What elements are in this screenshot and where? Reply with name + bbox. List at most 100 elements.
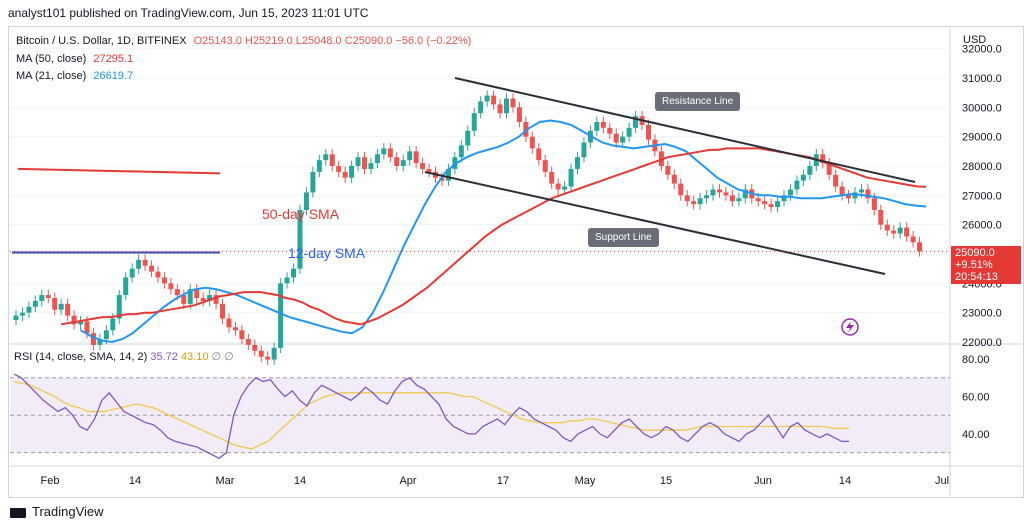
time-tick-label: Jul <box>935 475 949 487</box>
candle-body <box>245 339 251 345</box>
sma50-chart-label: 50-day SMA <box>262 206 340 222</box>
candle-body <box>478 101 484 114</box>
time-tick-label: May <box>575 475 596 487</box>
rsi-hidden-icons[interactable]: ∅ ∅ <box>211 351 234 363</box>
price-tick-label: 32000.0 <box>962 44 1002 56</box>
candle-body <box>704 195 710 199</box>
rsi-legend: RSI (14, close, SMA, 14, 2) 35.72 43.10 … <box>14 350 234 363</box>
candle-body <box>826 163 832 175</box>
candle-body <box>220 303 226 319</box>
candle-body <box>529 136 535 149</box>
candle-body <box>516 107 522 122</box>
candle-body <box>284 277 290 284</box>
candle-body <box>620 136 626 143</box>
candle-body <box>594 122 600 131</box>
candle-body <box>90 333 96 345</box>
bar-countdown: 20:54:13 <box>955 271 998 283</box>
candle-body <box>149 265 155 272</box>
candle-body <box>787 189 793 196</box>
candle-body <box>342 171 348 178</box>
resistance-line <box>454 77 916 183</box>
price-tick-label: 26000.0 <box>962 220 1002 232</box>
candle-body <box>917 242 923 252</box>
candle-body <box>181 295 187 304</box>
candle-body <box>465 130 471 146</box>
candle-body <box>407 151 413 161</box>
ohlc-values: O25143.0 H25219.0 L25048.0 C25090.0 −56.… <box>193 35 472 47</box>
candle-body <box>542 160 548 172</box>
candle-body <box>807 166 813 175</box>
candle-body <box>271 347 277 360</box>
candle-body <box>633 116 639 128</box>
candle-body <box>910 236 916 243</box>
candle-body <box>336 166 342 172</box>
candle-body <box>439 177 445 181</box>
candle-body <box>310 171 316 193</box>
candle-body <box>303 192 309 210</box>
candle-body <box>142 259 148 266</box>
price-tick-label: 28000.0 <box>962 161 1002 173</box>
time-tick-label: Apr <box>399 475 416 487</box>
candle-body <box>252 344 258 351</box>
currency-label: USD <box>963 34 987 46</box>
candle-body <box>671 174 677 184</box>
candle-body <box>400 160 406 166</box>
candle-body <box>523 122 529 137</box>
candle-body <box>394 157 400 166</box>
lightning-icon <box>841 318 859 336</box>
time-tick-label: 14 <box>129 475 141 487</box>
ma21-legend: MA (21, close) 26619.7 <box>16 70 137 82</box>
candle-body <box>497 104 503 114</box>
candle-body <box>884 224 890 231</box>
candle-body <box>97 339 103 345</box>
rsi-sma-value: 43.10 <box>180 351 209 363</box>
lightning-bolt-icon <box>846 321 854 333</box>
price-tick-label: 30000.0 <box>962 102 1002 114</box>
rsi-tick-label: 80.00 <box>962 354 990 366</box>
candle-body <box>84 321 90 334</box>
ma50-value: 27295.1 <box>93 53 134 65</box>
rsi-label: RSI (14, close, SMA, 14, 2) <box>14 351 148 363</box>
candle-body <box>684 195 690 202</box>
candle-body <box>207 295 213 301</box>
candle-body <box>691 201 697 205</box>
candle-body <box>387 148 393 158</box>
last-price-box: 25090.0 +9.51% 20:54:13 <box>951 246 1021 284</box>
last-price: 25090.0 <box>955 247 995 259</box>
candle-body <box>897 227 903 234</box>
candle-body <box>232 327 238 331</box>
candle-body <box>549 171 555 184</box>
time-tick-label: 17 <box>497 475 509 487</box>
ma21-line <box>80 119 927 344</box>
candle-body <box>123 277 129 296</box>
candle-body <box>45 295 51 298</box>
candle-body <box>78 321 84 325</box>
candle-body <box>568 168 574 187</box>
candle-body <box>58 303 64 310</box>
candle-body <box>736 198 742 202</box>
candle-body <box>349 166 355 178</box>
candle-body <box>755 198 761 202</box>
candle-body <box>710 189 716 196</box>
candle-body <box>71 315 77 325</box>
candle-body <box>239 330 245 340</box>
candle-body <box>116 295 122 319</box>
tradingview-logo-icon <box>10 507 26 518</box>
candle-body <box>136 259 142 269</box>
time-tick-label: 15 <box>660 475 672 487</box>
time-tick-label: 14 <box>839 475 851 487</box>
candle-body <box>381 148 387 155</box>
candle-body <box>52 298 58 310</box>
candle-body <box>471 113 477 131</box>
candle-body <box>846 195 852 199</box>
sma12-chart-label: 12-day SMA <box>288 245 366 261</box>
candle-body <box>355 157 361 166</box>
candle-body <box>297 210 303 269</box>
candle-body <box>555 183 561 190</box>
candle-body <box>420 163 426 169</box>
candle-body <box>645 124 651 140</box>
footer-brand[interactable]: TradingView <box>10 504 104 519</box>
candle-body <box>729 195 735 202</box>
resistance-label: Resistance Line <box>655 92 741 111</box>
